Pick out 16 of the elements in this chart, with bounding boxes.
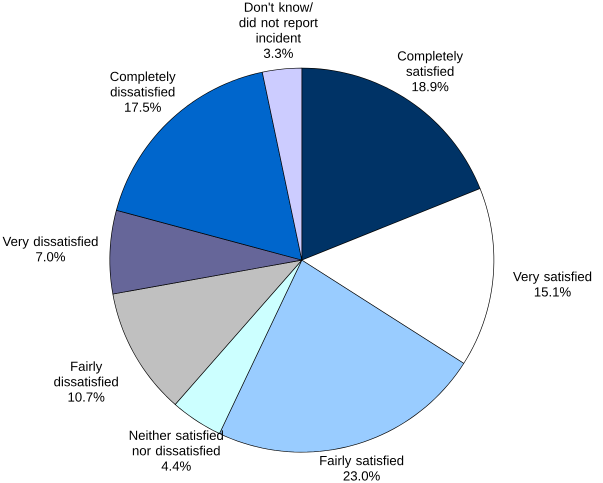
data-label: 23.0%	[344, 471, 380, 481]
data-label: 10.7%	[68, 392, 104, 402]
slice-label: Fairly satisfied	[320, 456, 404, 468]
slice-label: Very satisfied	[513, 272, 592, 284]
data-label: 7.0%	[36, 252, 66, 262]
slice-label: Completely dissatisfied	[110, 72, 176, 97]
slice-label: Neither satisfied nor dissatisfied	[130, 430, 223, 456]
data-label: 3.3%	[264, 48, 293, 58]
slice-label: Don't know/ did not report incident	[239, 2, 318, 43]
slice-label: Completely satisfied	[398, 51, 464, 76]
data-label: 17.5%	[125, 102, 161, 112]
data-label: 18.9%	[412, 82, 448, 92]
data-label: 4.4%	[162, 462, 191, 471]
slice-label: Very dissatisfied	[2, 236, 98, 249]
slice-label: Fairly dissatisfied	[54, 361, 118, 386]
data-label: 15.1%	[534, 287, 571, 297]
